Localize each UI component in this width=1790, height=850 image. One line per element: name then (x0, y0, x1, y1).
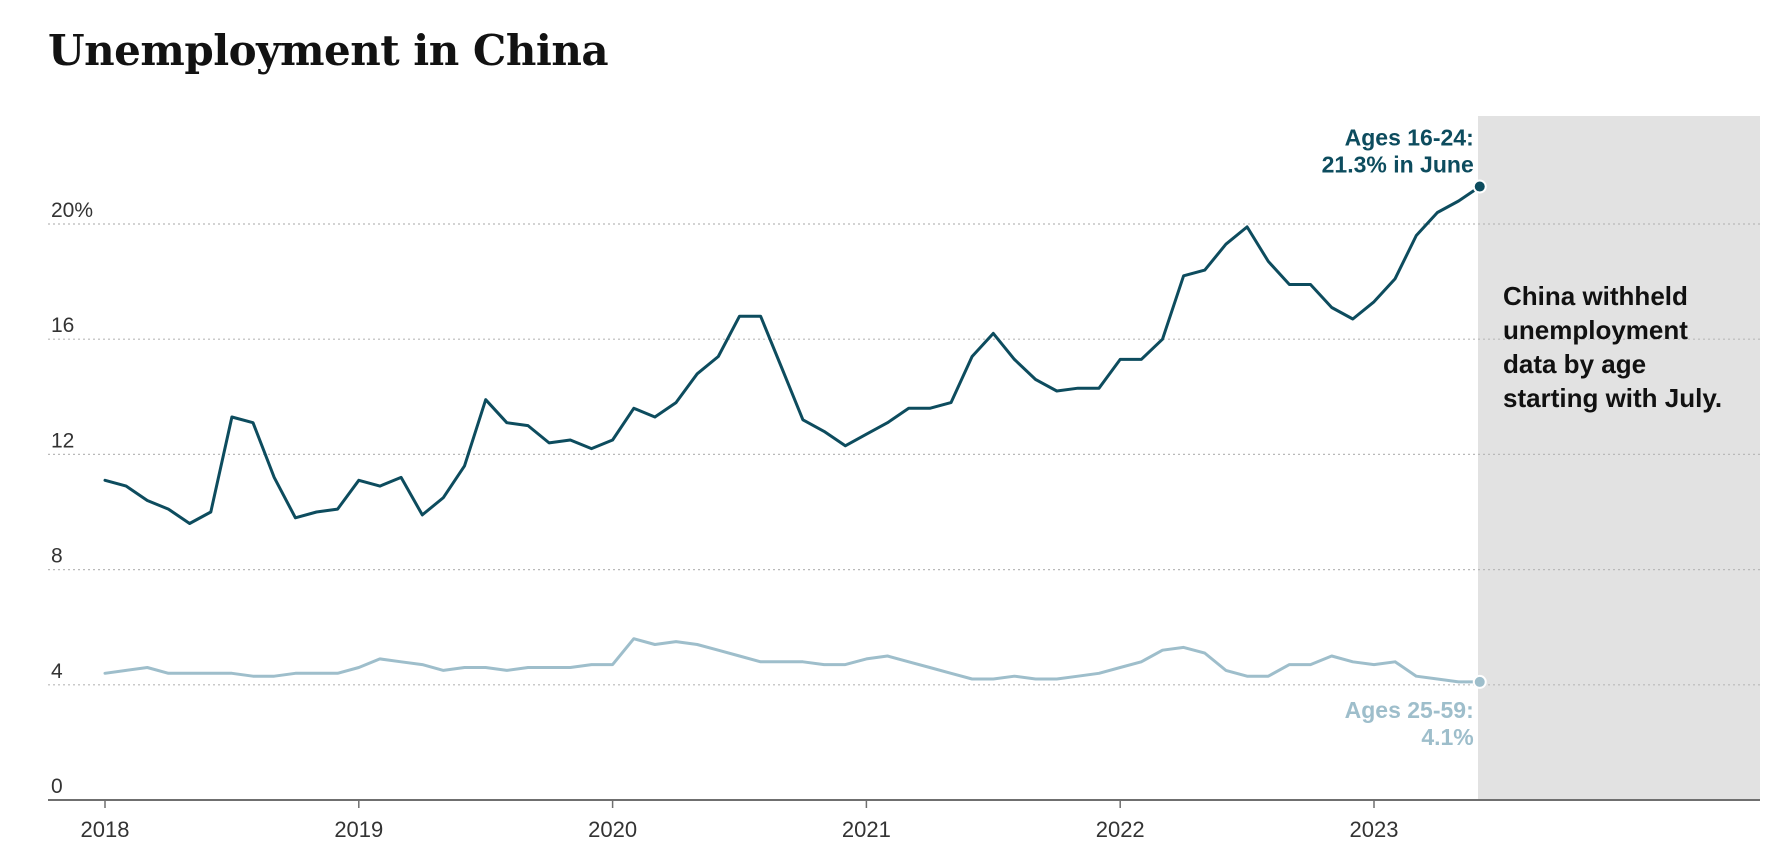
series-end-labels: Ages 16-24:21.3% in June Ages 25-59:4.1% (1322, 125, 1474, 750)
series-end-label: 21.3% in June (1322, 152, 1474, 178)
y-tick-label: 20% (51, 199, 93, 222)
x-tick-label: 2020 (588, 817, 637, 842)
series-end-point (1472, 674, 1487, 689)
annotation-line: China withheld (1503, 281, 1688, 311)
x-tick-label: 2018 (81, 817, 130, 842)
series-line-ages-16-24 (103, 185, 1482, 525)
series-lines (103, 179, 1487, 689)
series-end-label: Ages 25-59: (1345, 697, 1474, 723)
y-tick-label: 4 (51, 660, 63, 683)
chart-title: Unemployment in China (48, 26, 609, 75)
series-end-label: 4.1% (1421, 724, 1473, 750)
series-end-point (1472, 179, 1487, 194)
withheld-data-annotation: China withheld unemployment data by age sta… (1503, 281, 1722, 413)
y-tick-label: 12 (51, 429, 74, 452)
x-tick-label: 2023 (1350, 817, 1399, 842)
y-tick-label: 8 (51, 545, 63, 568)
series-line-ages-25-59 (103, 637, 1482, 684)
x-tick-label: 2019 (334, 817, 383, 842)
series-end-label: Ages 16-24: (1345, 125, 1474, 151)
y-tick-label: 0 (51, 775, 63, 798)
y-axis-ticks: 0 4 8 12 16 20% (51, 199, 93, 798)
x-tick-label: 2021 (842, 817, 891, 842)
y-tick-label: 16 (51, 314, 74, 337)
annotation-line: unemployment (1503, 315, 1688, 345)
x-tick-label: 2022 (1096, 817, 1145, 842)
annotation-line: data by age (1503, 349, 1646, 379)
annotation-line: starting with July. (1503, 383, 1722, 413)
x-axis-ticks: 2018 2019 2020 2021 2022 2023 (81, 800, 1399, 842)
withheld-data-region (1478, 116, 1760, 800)
